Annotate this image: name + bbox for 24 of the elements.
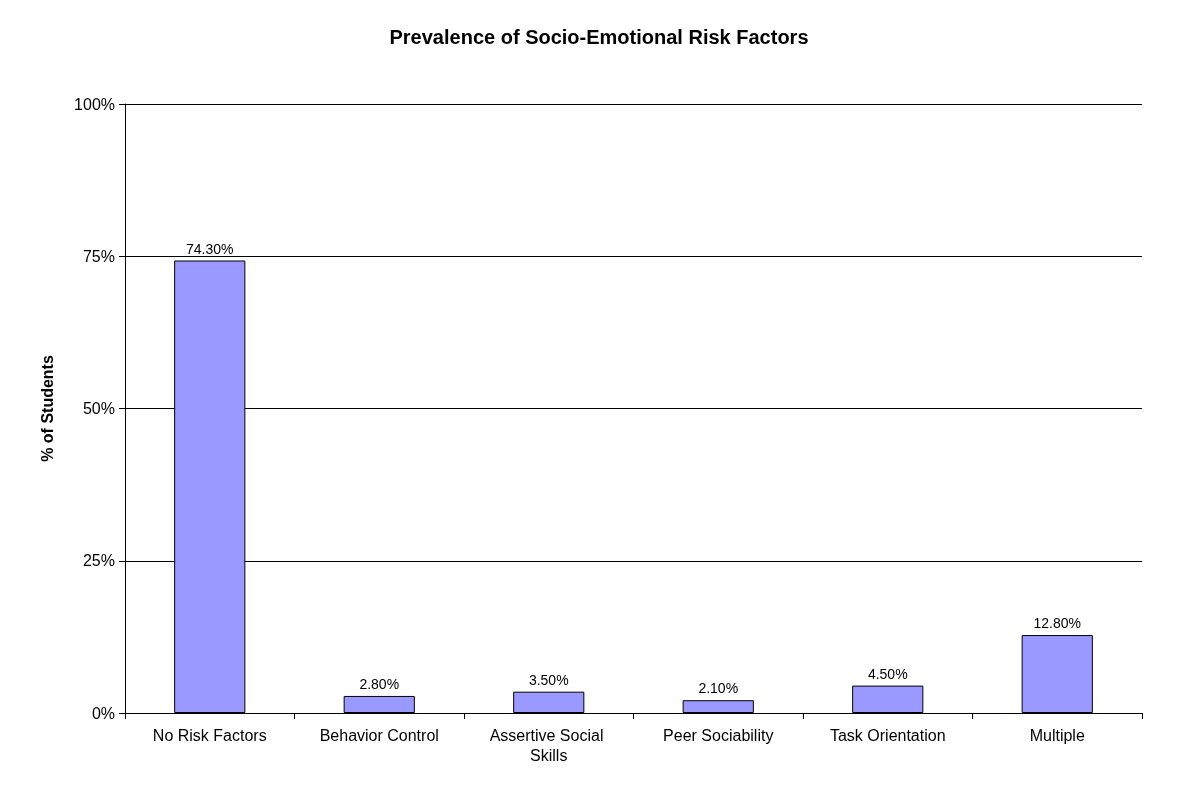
y-tick-label: 0% xyxy=(91,704,115,722)
data-label: 2.10% xyxy=(698,680,739,697)
y-tick-label: 25% xyxy=(82,552,115,570)
data-label: 2.80% xyxy=(359,675,400,692)
bar xyxy=(513,691,585,713)
x-tick-label: Assertive Social Skills xyxy=(489,726,608,764)
x-tick-label: Multiple xyxy=(1029,726,1085,744)
x-tick-label: Behavior Control xyxy=(319,726,439,744)
data-label: 4.50% xyxy=(867,665,908,682)
data-label: 12.80% xyxy=(1033,615,1081,632)
bar xyxy=(343,695,415,713)
data-label: 3.50% xyxy=(528,671,569,688)
y-tick-label: 100% xyxy=(74,95,115,113)
x-tick-label: Task Orientation xyxy=(829,726,946,744)
bar xyxy=(682,700,754,713)
bar xyxy=(852,685,924,713)
data-label: 74.30% xyxy=(186,240,234,257)
x-tick-label: No Risk Factors xyxy=(152,726,267,744)
chart-title: Prevalence of Socio-Emotional Risk Factors xyxy=(389,26,809,48)
y-axis-title: % of Students xyxy=(38,355,56,462)
y-tick-label: 75% xyxy=(82,247,115,265)
bar xyxy=(1021,635,1093,713)
x-tick-label: Peer Sociability xyxy=(663,726,774,744)
y-tick-label: 50% xyxy=(82,400,115,417)
